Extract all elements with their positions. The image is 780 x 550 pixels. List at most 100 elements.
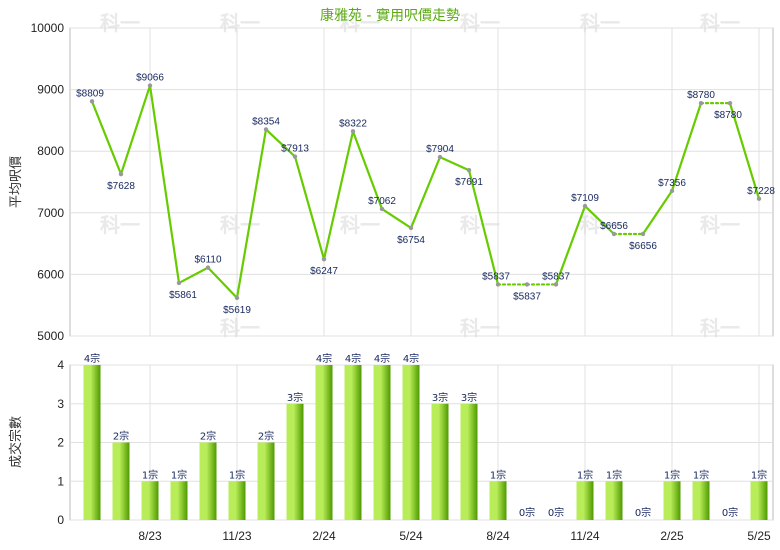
price-data-label: $7062 [368,196,396,207]
price-point [727,100,733,106]
price-data-label: $7109 [571,193,599,204]
price-line-segment [177,266,210,285]
price-y-tick-label: 6000 [37,267,64,281]
transactions-bar-label: 1宗 [664,468,680,481]
transactions-bar [344,365,362,520]
transactions-bar [402,365,420,520]
price-point [524,282,530,287]
x-axis-ticks: 8/23 11/23 2/24 5/24 8/24 11/24 2/25 5/25 [138,529,771,543]
price-point [205,265,211,270]
price-trend-panel: 5000 6000 7000 8000 9000 10000 平均呎價 $8809 $762… [9,21,775,343]
transactions-bar-label: 1宗 [751,468,767,481]
price-point [466,168,472,173]
transactions-bar [605,481,623,520]
transactions-y-tick-label: 2 [57,436,64,450]
transactions-y-tick-label: 0 [57,513,64,527]
price-line-segment [554,204,587,286]
price-line-segment [235,128,268,299]
price-line-segment [670,102,703,192]
price-y-tick-label: 5000 [37,329,64,343]
price-line-segment [351,130,384,211]
transactions-bar [228,481,246,520]
watermark-text: 科一 [700,213,740,237]
transactions-bar-label: 1宗 [142,468,158,481]
price-point [553,282,559,287]
watermark-text: 科一 [700,11,740,35]
price-line-segment [380,207,413,230]
price-point [263,127,269,132]
price-data-label: $6110 [194,255,222,266]
price-point [118,171,124,177]
transactions-bar [315,365,333,520]
transactions-bar-label: 2宗 [200,430,216,443]
price-point [582,203,588,209]
transactions-bar-label: 4宗 [345,352,361,365]
price-line-segment [467,169,500,286]
price-data-label: $9066 [136,73,164,84]
watermark-text: 科一 [220,213,260,237]
price-point [698,100,704,106]
transactions-bar-label: 1宗 [606,468,622,481]
price-data-label: $6247 [310,266,338,277]
x-tick-label: 8/24 [486,529,510,543]
price-point-labels: $8809 $7628 $9066 $5861 $6110 $5619 $8354 $7913… [76,73,775,316]
transactions-bar [170,481,188,520]
price-data-label: $5861 [169,290,197,301]
transactions-bar-label: 1宗 [171,468,187,481]
price-point [669,188,675,194]
transactions-bar-label: 0宗 [548,506,564,519]
transactions-bar-label: 0宗 [635,506,651,519]
transactions-bar-label: 4宗 [84,352,100,365]
watermark-text: 科一 [460,11,500,35]
price-data-label: $8809 [76,88,104,99]
transactions-bar-label: 4宗 [374,352,390,365]
transactions-bar [576,481,594,520]
price-point [379,206,385,212]
transactions-bar-label: 1宗 [693,468,709,481]
transactions-bar-label: 3宗 [461,391,477,404]
price-line-segment [293,155,326,261]
transactions-y-tick-label: 1 [57,474,64,488]
x-tick-label: 8/23 [138,529,162,543]
transactions-bar-label: 2宗 [113,430,129,443]
transactions-y-axis-label: 成交宗數 [8,416,24,468]
price-data-label: $5837 [482,271,510,282]
x-tick-label: 2/24 [312,529,336,543]
price-point [89,99,95,104]
x-tick-label: 11/23 [222,529,251,543]
transactions-panel: 0 1 2 3 4 成交宗數 4宗 2宗 1宗 1宗 2宗 1宗 2宗 3宗 4宗 4宗 4宗 4宗 3宗 3宗 1… [8,352,774,543]
price-line-segment [641,189,674,236]
transactions-bar [257,442,275,520]
price-data-label: $5837 [513,291,541,302]
transactions-bar [141,481,159,520]
transactions-bar [373,365,391,520]
transactions-y-ticks: 0 1 2 3 4 [57,358,64,527]
transactions-bar [460,403,478,520]
price-point [350,129,356,134]
transactions-bar [489,481,507,520]
watermark-text: 科一 [100,11,140,35]
transactions-bar-label: 3宗 [432,391,448,404]
price-point [147,83,153,88]
price-data-label: $5837 [542,271,570,282]
price-data-label: $7228 [747,186,775,197]
price-y-tick-label: 9000 [37,83,64,97]
transactions-bar-label: 3宗 [287,391,303,404]
price-data-label: $5619 [223,305,251,316]
price-point [640,231,646,237]
transactions-bar [286,403,304,520]
price-y-axis-label: 平均呎價 [9,156,24,208]
transactions-bar [112,442,130,520]
watermark-text: 科一 [340,213,380,237]
x-tick-label: 11/24 [570,529,599,543]
price-point [234,295,240,301]
transactions-bar-label: 2宗 [258,430,274,443]
price-y-tick-label: 10000 [31,21,65,35]
transactions-bars [83,365,768,520]
transactions-bar [199,442,217,520]
transactions-bar-label: 4宗 [403,352,419,365]
price-line-segment [148,84,181,285]
watermark-text: 科一 [580,11,620,35]
price-point [176,280,182,286]
